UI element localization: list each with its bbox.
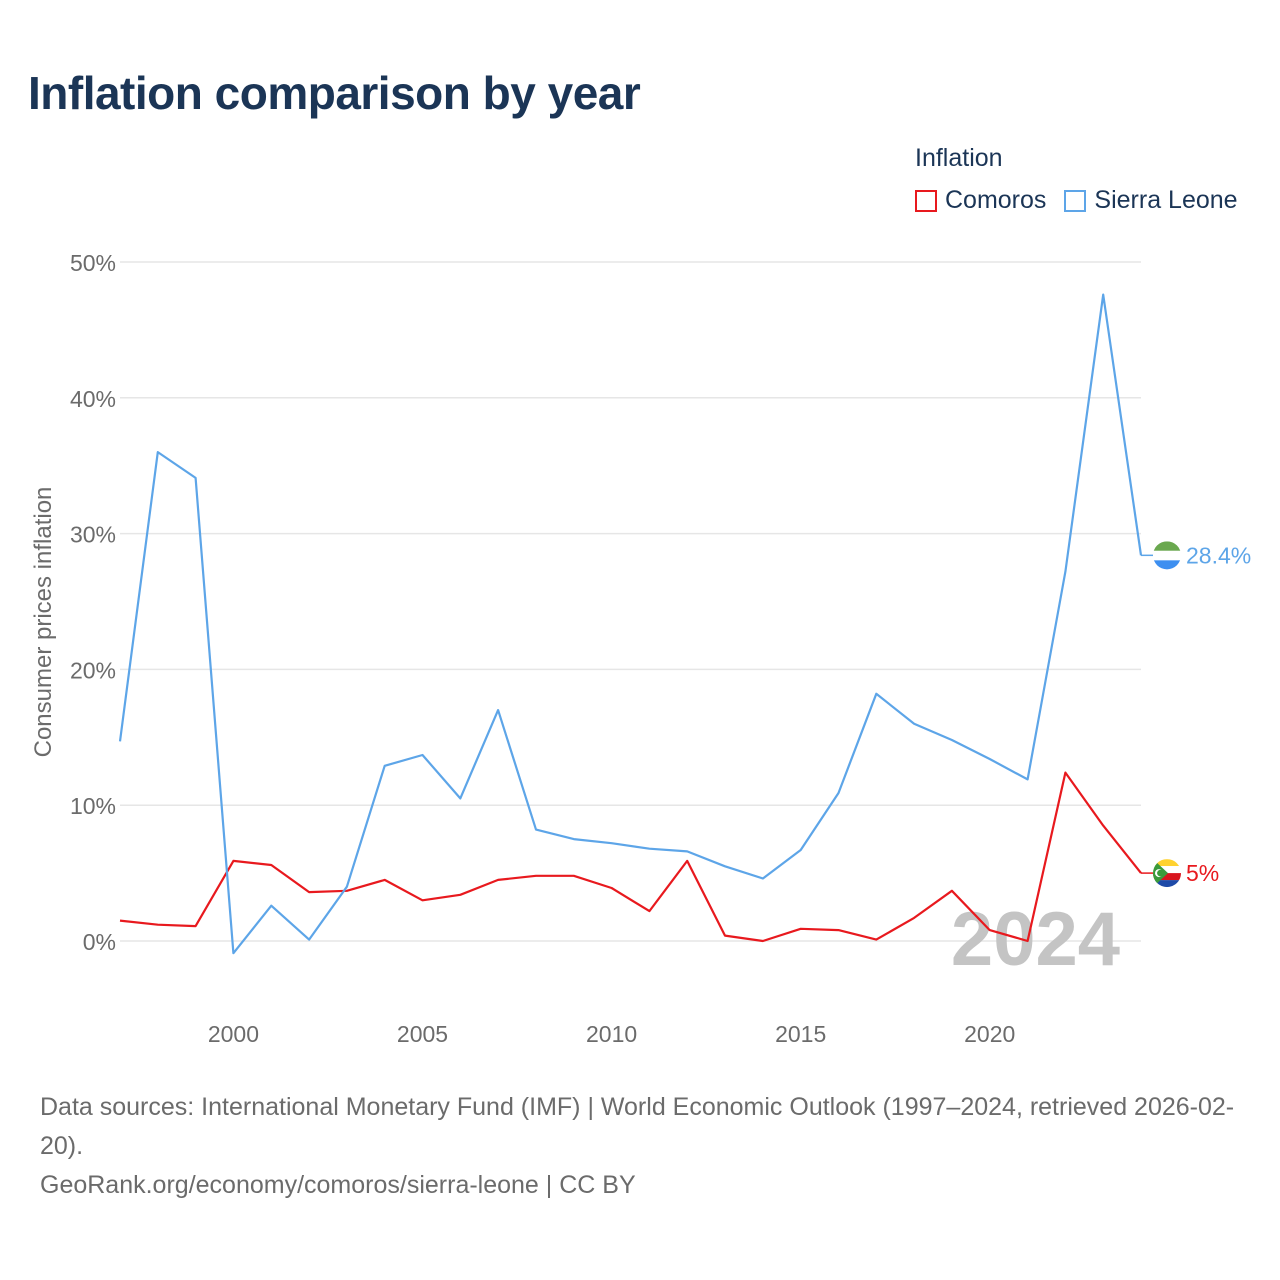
legend-label-comoros: Comoros	[945, 186, 1047, 214]
x-tick-label: 2010	[586, 1021, 637, 1047]
footer-credit: GeoRank.org/economy/comoros/sierra-leone…	[40, 1171, 636, 1199]
x-tick-label: 2020	[964, 1021, 1015, 1047]
footer: Data sources: International Monetary Fun…	[40, 1088, 1250, 1205]
legend-label-sierra-leone: Sierra Leone	[1094, 186, 1238, 214]
y-tick-label: 10%	[70, 793, 116, 819]
y-tick-label: 40%	[70, 386, 116, 412]
y-tick-label: 0%	[83, 929, 116, 955]
x-tick-label: 2015	[775, 1021, 826, 1047]
series-line-comoros[interactable]	[119, 771, 1142, 943]
end-label-sierra-leone: 28.4%	[1186, 542, 1251, 568]
end-label-comoros: 5%	[1186, 860, 1219, 886]
legend-swatch-sierra-leone	[1064, 189, 1087, 212]
chart-title: Inflation comparison by year	[28, 67, 641, 119]
x-tick-label: 2000	[208, 1021, 259, 1047]
y-tick-label: 50%	[70, 250, 116, 276]
legend-item-sierra-leone[interactable]: Sierra Leone	[1064, 186, 1238, 215]
legend: Comoros Sierra Leone	[915, 186, 1256, 215]
comoros-flag-icon	[1153, 859, 1181, 888]
series-line-sierra-leone[interactable]	[118, 293, 1143, 955]
sierra-leone-flag-icon	[1153, 541, 1181, 570]
y-tick-label: 20%	[70, 657, 116, 683]
legend-swatch-comoros	[915, 189, 937, 212]
y-tick-label: 30%	[70, 522, 116, 548]
x-tick-label: 2005	[397, 1021, 448, 1047]
legend-item-comoros[interactable]: Comoros	[915, 186, 1046, 215]
y-axis-label: Consumer prices inflation	[30, 487, 57, 758]
year-watermark: 2024	[951, 897, 1120, 982]
legend-title: Inflation	[915, 144, 1003, 172]
footer-sources: Data sources: International Monetary Fun…	[40, 1093, 1235, 1160]
